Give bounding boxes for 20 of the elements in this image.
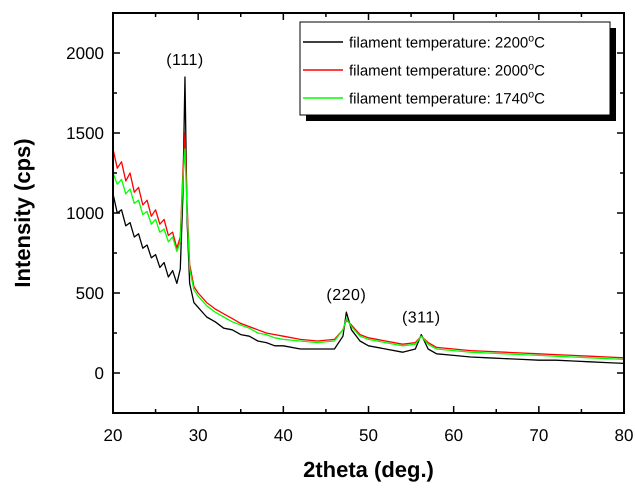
x-tick-label: 50: [359, 426, 378, 445]
legend-label: filament temperature: 2200$^{o}$C: [349, 32, 546, 52]
x-tick-label: 70: [529, 426, 548, 445]
y-tick-label: 500: [76, 284, 104, 303]
x-tick-label: 80: [614, 426, 634, 445]
y-tick-label: 2000: [66, 44, 104, 63]
y-tick-label: 1500: [66, 124, 104, 143]
x-tick-label: 30: [188, 426, 208, 445]
x-tick-label: 60: [444, 426, 464, 445]
x-tick-label: 20: [104, 426, 122, 445]
annotation: (111): [166, 52, 204, 69]
x-tick-label: 40: [274, 426, 293, 445]
x-axis-title: 2theta (deg.): [303, 457, 434, 482]
y-axis-title: Intensity (cps): [10, 138, 35, 288]
legend-label: filament temperature: 1740$^{o}$C: [349, 88, 546, 108]
annotation: (220): [326, 287, 366, 304]
annotation: (311): [402, 310, 441, 327]
legend-label: filament temperature: 2000$^{o}$C: [349, 60, 546, 80]
y-tick-label: 0: [94, 364, 104, 383]
y-tick-label: 1000: [66, 204, 104, 223]
